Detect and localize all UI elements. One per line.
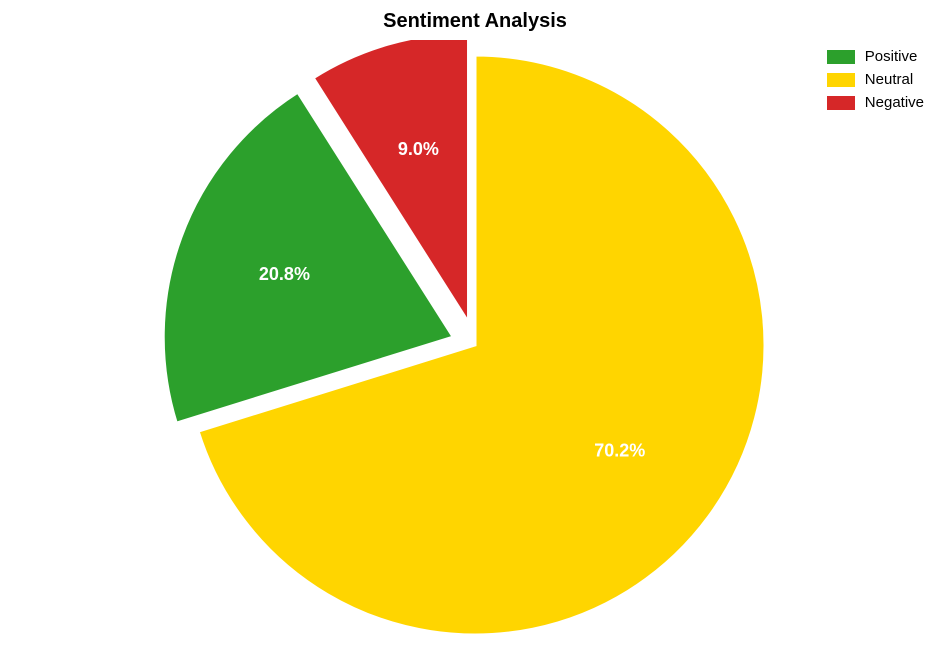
legend-label-neutral: Neutral — [865, 71, 913, 88]
pie-chart: 9.0% 20.8% 70.2% — [0, 40, 950, 660]
legend-item-positive: Positive — [827, 48, 924, 65]
legend-item-negative: Negative — [827, 94, 924, 111]
legend-swatch-positive — [827, 50, 855, 64]
chart-title: Sentiment Analysis — [0, 10, 950, 33]
legend-swatch-neutral — [827, 73, 855, 87]
legend: Positive Neutral Negative — [827, 48, 924, 117]
legend-label-negative: Negative — [865, 94, 924, 111]
legend-label-positive: Positive — [865, 48, 918, 65]
pie-label-positive: 20.8% — [259, 264, 310, 284]
pie-label-neutral: 70.2% — [594, 440, 645, 460]
legend-swatch-negative — [827, 96, 855, 110]
legend-item-neutral: Neutral — [827, 71, 924, 88]
pie-label-negative: 9.0% — [398, 139, 439, 159]
